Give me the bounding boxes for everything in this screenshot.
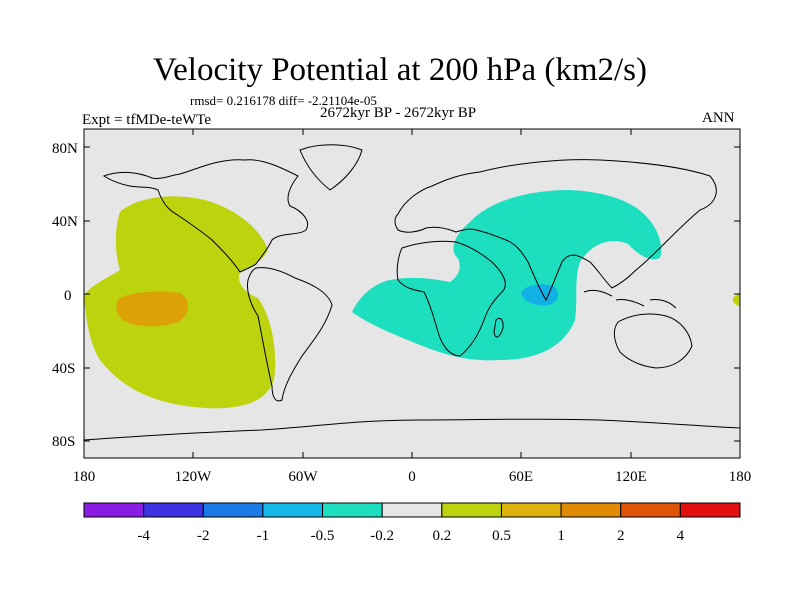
colorbar-label: 1 bbox=[557, 528, 565, 544]
south-america-coastline bbox=[247, 267, 333, 402]
lon-label-180e: 180 bbox=[729, 469, 752, 485]
axis-ticks bbox=[83, 129, 741, 458]
lon-label-60w: 60W bbox=[288, 469, 318, 485]
season-label: ANN bbox=[702, 110, 735, 126]
colorbar-label: -0.5 bbox=[311, 528, 335, 544]
colorbar-box bbox=[381, 502, 443, 518]
colorbar-box bbox=[143, 502, 204, 518]
experiment-label: Expt = tfMDe-teWTe bbox=[82, 112, 212, 128]
colorbar-box bbox=[441, 502, 502, 518]
colorbar-label: -0.2 bbox=[370, 528, 394, 544]
madagascar-coastline bbox=[493, 317, 504, 338]
antarctica-coastline bbox=[83, 418, 741, 441]
eastern-edge-positive bbox=[732, 294, 740, 306]
africa-coastline bbox=[396, 240, 506, 357]
contour-fields bbox=[84, 190, 740, 409]
colorbar-label: 0.5 bbox=[492, 528, 511, 544]
period-label: 2672kyr BP - 2672kyr BP bbox=[320, 105, 477, 121]
lon-label-0: 0 bbox=[408, 469, 416, 485]
australia-coastline bbox=[613, 313, 693, 369]
eastern-hemisphere-negative-region bbox=[352, 190, 662, 361]
lat-label-80s: 80S bbox=[52, 434, 75, 450]
colorbar-box bbox=[202, 502, 264, 518]
north-america-coastline bbox=[102, 159, 308, 273]
indian-ocean-blue-core bbox=[521, 284, 559, 306]
greenland-coastline bbox=[299, 144, 363, 191]
colorbar-box bbox=[620, 502, 681, 518]
europe-asia-coastline bbox=[394, 159, 717, 302]
plot-title: Velocity Potential at 200 hPa (km2/s) bbox=[152, 52, 648, 88]
longitude-labels: 180 120W 60W 0 60E 120E 180 bbox=[73, 469, 752, 485]
colorbar-box bbox=[679, 502, 741, 518]
colorbar-label: 0.2 bbox=[432, 528, 451, 544]
colorbar-label: -4 bbox=[137, 528, 150, 544]
colorbar-label: -1 bbox=[257, 528, 270, 544]
colorbar-box bbox=[322, 502, 383, 518]
lat-label-80n: 80N bbox=[52, 141, 78, 157]
lat-label-40n: 40N bbox=[52, 214, 78, 230]
lat-label-40s: 40S bbox=[52, 361, 75, 377]
lon-label-180w: 180 bbox=[73, 469, 96, 485]
colorbar bbox=[83, 502, 741, 518]
lon-label-60e: 60E bbox=[509, 469, 533, 485]
latitude-labels: 80N 40N 0 40S 80S bbox=[52, 141, 78, 450]
colorbar-labels: -4 -2 -1 -0.5 -0.2 0.2 0.5 1 2 4 bbox=[137, 528, 684, 544]
colorbar-box bbox=[262, 502, 324, 518]
indonesia-coastline bbox=[583, 289, 677, 309]
colorbar-box bbox=[560, 502, 622, 518]
stats-text: rmsd= 0.216178 diff= -2.21104e-05 bbox=[190, 93, 377, 108]
colorbar-label: 4 bbox=[677, 528, 685, 544]
colorbar-box bbox=[500, 502, 562, 518]
colorbar-box bbox=[83, 502, 145, 518]
lon-label-120e: 120E bbox=[615, 469, 647, 485]
coastlines bbox=[83, 144, 741, 441]
lon-label-120w: 120W bbox=[175, 469, 213, 485]
colorbar-label: 2 bbox=[617, 528, 625, 544]
lat-label-0: 0 bbox=[64, 288, 72, 304]
pacific-orange-core bbox=[116, 291, 189, 327]
colorbar-label: -2 bbox=[197, 528, 210, 544]
